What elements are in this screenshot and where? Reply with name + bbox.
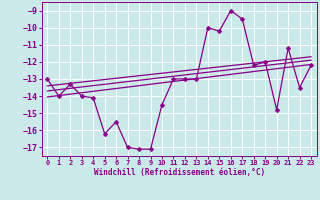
- X-axis label: Windchill (Refroidissement éolien,°C): Windchill (Refroidissement éolien,°C): [94, 168, 265, 177]
